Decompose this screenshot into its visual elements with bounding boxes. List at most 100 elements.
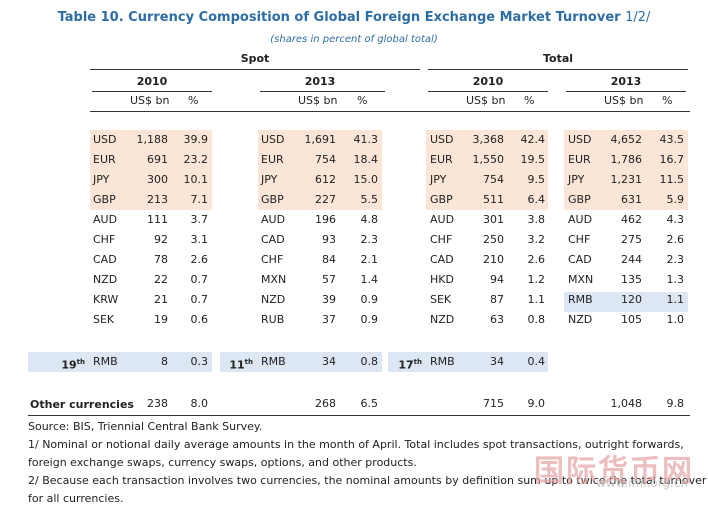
footnote-1: 1/ Nominal or notional daily average amo…	[28, 438, 684, 451]
share-pct: 5.9	[666, 193, 685, 206]
currency-code: HKD	[430, 273, 454, 286]
footnote-2-cont: for all currencies.	[28, 492, 124, 505]
footnote-2: 2/ Because each transaction involves two…	[28, 474, 707, 487]
rmb-shade	[388, 352, 548, 372]
title-footnote-ref: 1/2/	[625, 10, 651, 25]
currency-code: KRW	[93, 293, 119, 306]
unit-usd: US$ bn	[130, 94, 170, 107]
rmb-code: RMB	[430, 355, 455, 368]
share-pct: 2.6	[527, 253, 546, 266]
spot-header: Spot	[240, 52, 270, 65]
rmb-shade	[28, 352, 212, 372]
currency-code: SEK	[430, 293, 452, 306]
currency-code: AUD	[430, 213, 455, 226]
turnover-value: 1,691	[304, 133, 337, 146]
currency-code: EUR	[430, 153, 453, 166]
turnover-value: 227	[315, 193, 336, 206]
major-shade	[426, 130, 548, 210]
turnover-value: 22	[154, 273, 168, 286]
rmb-code: RMB	[93, 355, 118, 368]
turnover-value: 754	[315, 153, 336, 166]
turnover-value: 120	[621, 293, 642, 306]
other-value: 715	[483, 397, 504, 410]
watermark-logo: 国际货币网 www.imi.org.cn	[494, 446, 694, 494]
share-pct: 1.2	[527, 273, 546, 286]
turnover-value: 94	[490, 273, 504, 286]
year-rule	[428, 91, 548, 92]
share-pct: 2.1	[360, 253, 379, 266]
share-pct: 39.9	[183, 133, 209, 146]
turnover-value: 1,231	[610, 173, 643, 186]
share-pct: 2.6	[666, 233, 685, 246]
spot-header-rule	[90, 69, 420, 70]
major-shade	[90, 130, 212, 210]
share-pct: 11.5	[659, 173, 685, 186]
other-value: 1,048	[610, 397, 643, 410]
currency-code: SEK	[93, 313, 115, 326]
share-pct: 41.3	[353, 133, 379, 146]
share-pct: 3.2	[527, 233, 546, 246]
currency-code: USD	[261, 133, 285, 146]
currency-code: USD	[430, 133, 454, 146]
turnover-value: 612	[315, 173, 336, 186]
rank-number: 17	[398, 358, 414, 372]
currency-code: CHF	[568, 233, 591, 246]
currency-code: JPY	[93, 173, 110, 186]
turnover-value: 87	[490, 293, 504, 306]
turnover-value: 275	[621, 233, 642, 246]
share-pct: 3.7	[190, 213, 209, 226]
share-pct: 0.8	[527, 313, 546, 326]
year-2010-spot: 2010	[136, 75, 168, 88]
rmb-pct: 0.3	[190, 355, 209, 368]
share-pct: 0.9	[360, 313, 379, 326]
turnover-value: 301	[483, 213, 504, 226]
currency-code: NZD	[568, 313, 593, 326]
rmb-code: RMB	[261, 355, 286, 368]
rank-number: 11	[229, 358, 245, 372]
rank-number: 19	[61, 358, 77, 372]
turnover-value: 39	[322, 293, 336, 306]
currency-code: CHF	[93, 233, 116, 246]
turnover-value: 3,368	[472, 133, 505, 146]
currency-code: AUD	[568, 213, 593, 226]
currency-code: CAD	[261, 233, 285, 246]
turnover-value: 57	[322, 273, 336, 286]
share-pct: 0.9	[360, 293, 379, 306]
unit-usd: US$ bn	[466, 94, 506, 107]
unit-pct: %	[524, 94, 535, 107]
rmb-rank: 19th	[33, 352, 85, 372]
unit-usd: US$ bn	[604, 94, 644, 107]
table-title: Table 10. Currency Composition of Global…	[0, 10, 708, 25]
currency-code: GBP	[430, 193, 453, 206]
rmb-pct: 0.4	[527, 355, 546, 368]
currency-code: GBP	[261, 193, 284, 206]
table-subtitle: (shares in percent of global total)	[270, 34, 438, 45]
rmb-shade-total-2013	[564, 292, 688, 312]
source-note: Source: BIS, Triennial Central Bank Surv…	[28, 420, 263, 433]
year-rule	[566, 91, 686, 92]
share-pct: 4.3	[666, 213, 685, 226]
currency-code: NZD	[261, 293, 286, 306]
unit-pct: %	[662, 94, 673, 107]
rmb-rank: 17th	[370, 352, 422, 372]
currency-code: JPY	[430, 173, 447, 186]
share-pct: 43.5	[659, 133, 685, 146]
rmb-shade	[220, 352, 382, 372]
currency-code: CHF	[430, 233, 453, 246]
currency-code: CHF	[261, 253, 284, 266]
other-value: 238	[147, 397, 168, 410]
share-pct: 1.1	[527, 293, 546, 306]
total-header: Total	[542, 52, 574, 65]
rank-suffix: th	[413, 358, 422, 366]
turnover-value: 250	[483, 233, 504, 246]
share-pct: 2.6	[190, 253, 209, 266]
turnover-value: 213	[147, 193, 168, 206]
year-rule	[92, 91, 212, 92]
unit-usd: US$ bn	[298, 94, 338, 107]
turnover-value: 92	[154, 233, 168, 246]
turnover-value: 78	[154, 253, 168, 266]
share-pct: 4.8	[360, 213, 379, 226]
share-pct: 15.0	[353, 173, 379, 186]
rmb-value: 8	[161, 355, 168, 368]
share-pct: 23.2	[183, 153, 209, 166]
